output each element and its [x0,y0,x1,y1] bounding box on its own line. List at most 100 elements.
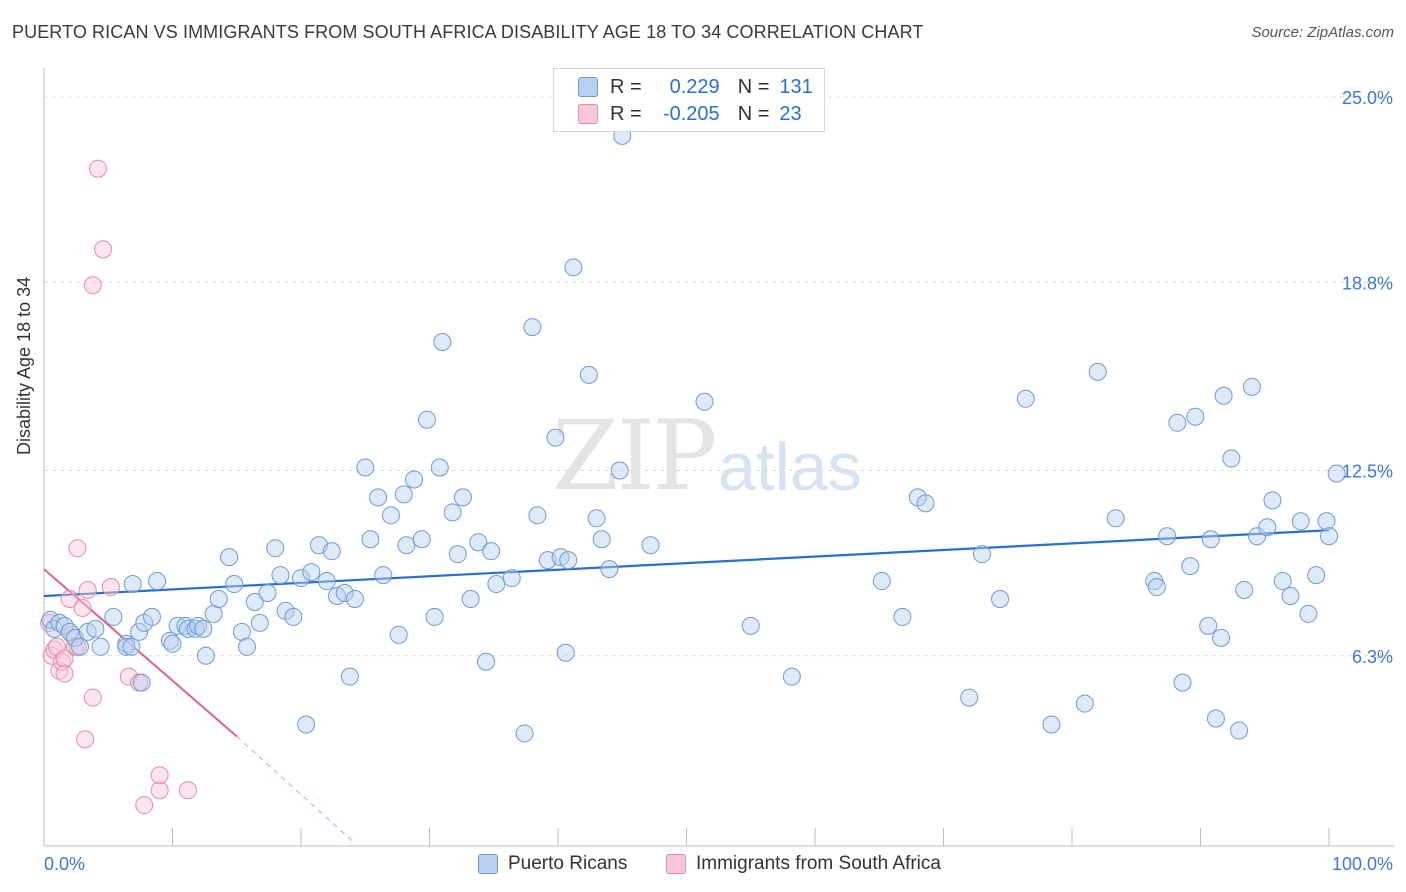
data-point-puerto-rican [86,619,105,638]
y-tick-label: 18.8% [1342,273,1393,293]
data-point-puerto-rican [1199,616,1218,635]
data-point-puerto-rican [50,613,69,632]
bottom-legend-label: Puerto Ricans [508,853,628,874]
data-point-puerto-rican [142,607,161,626]
data-point-puerto-rican [250,613,269,632]
data-point-puerto-rican [448,545,467,564]
data-point-puerto-rican [297,715,316,734]
data-point-puerto-rican [579,365,598,384]
data-point-south-africa [78,581,97,600]
data-point-puerto-rican [515,724,534,743]
data-point-south-africa [52,652,71,671]
data-point-south-africa [83,688,102,707]
legend-n-label: N = [737,75,770,98]
data-point-puerto-rican [361,530,380,549]
data-point-puerto-rican [204,604,223,623]
data-point-puerto-rican [1299,604,1318,623]
bottom-legend-swatch-blue [478,854,498,874]
data-point-puerto-rican [322,542,341,561]
y-tick-label: 6.3% [1352,647,1393,667]
data-point-puerto-rican [284,607,303,626]
data-point-puerto-rican [487,575,506,594]
data-point-puerto-rican [523,318,542,337]
data-point-puerto-rican [564,258,583,277]
data-point-puerto-rican [122,637,141,656]
data-point-puerto-rican [394,485,413,504]
data-point-south-africa [150,781,169,800]
data-point-puerto-rican [1281,586,1300,605]
data-point-puerto-rican [232,622,251,641]
correlation-legend: R = 0.229 N = 131 R = -0.205 N = 23 [553,68,825,132]
data-point-puerto-rican [271,566,290,585]
data-point-puerto-rican [186,619,205,638]
data-point-puerto-rican [973,545,992,564]
data-point-puerto-rican [168,616,187,635]
data-point-puerto-rican [335,584,354,603]
x-tick-label: 0.0% [44,854,85,874]
data-point-puerto-rican [1263,491,1282,510]
data-point-puerto-rican [70,637,89,656]
data-point-puerto-rican [1222,449,1241,468]
data-point-puerto-rican [1317,512,1336,531]
data-point-puerto-rican [1147,578,1166,597]
data-point-puerto-rican [461,589,480,608]
data-point-south-africa [150,766,169,785]
data-point-puerto-rican [1181,557,1200,576]
data-point-puerto-rican [104,607,123,626]
axes [43,68,1394,847]
legend-n-value: 131 [779,75,813,98]
data-point-puerto-rican [600,560,619,579]
data-point-puerto-rican [258,584,277,603]
data-point-puerto-rican [1258,518,1277,537]
data-point-puerto-rican [178,619,197,638]
bottom-legend-puerto-ricans: Puerto Ricans [478,851,627,877]
data-point-puerto-rican [302,563,321,582]
bottom-legend-south-africa: Immigrants from South Africa [666,851,941,877]
data-point-puerto-rican [443,503,462,522]
data-point-puerto-rican [559,551,578,570]
data-point-puerto-rican [130,622,149,641]
data-point-south-africa [55,649,74,668]
data-point-puerto-rican [1186,407,1205,426]
data-point-puerto-rican [1016,389,1035,408]
data-point-puerto-rican [148,572,167,591]
legend-swatch-blue [578,77,598,97]
data-point-south-africa [94,240,113,259]
data-point-puerto-rican [991,589,1010,608]
legend-n-label: N = [737,102,770,125]
x-tick-label: 100.0% [1332,854,1393,874]
data-point-puerto-rican [356,458,375,477]
data-point-puerto-rican [381,506,400,525]
data-point-south-africa [55,664,74,683]
data-point-puerto-rican [546,428,565,447]
data-point-puerto-rican [123,575,142,594]
data-point-puerto-rican [893,607,912,626]
bottom-legend-swatch-pink [666,854,686,874]
data-point-puerto-rican [1201,530,1220,549]
data-point-puerto-rican [132,673,151,692]
chart-title: PUERTO RICAN VS IMMIGRANTS FROM SOUTH AF… [12,22,924,42]
data-point-puerto-rican [1214,386,1233,405]
data-point-puerto-rican [1230,721,1249,740]
data-point-puerto-rican [1168,413,1187,432]
data-point-south-africa [83,276,102,295]
data-point-puerto-rican [196,646,215,665]
data-point-puerto-rican [587,509,606,528]
data-point-puerto-rican [345,589,364,608]
data-point-puerto-rican [528,506,547,525]
data-point-puerto-rican [55,616,74,635]
data-point-puerto-rican [60,622,79,641]
data-point-puerto-rican [610,461,629,480]
data-point-puerto-rican [369,488,388,507]
data-point-puerto-rican [477,652,496,671]
data-point-puerto-rican [292,569,310,588]
data-point-south-africa [40,613,59,632]
data-point-puerto-rican [176,616,195,635]
data-point-puerto-rican [266,539,285,558]
legend-row-puerto-ricans: R = 0.229 N = 131 [578,74,813,100]
data-point-puerto-rican [433,333,452,352]
legend-n-value: 23 [779,102,802,125]
data-point-south-africa [135,796,154,815]
watermark-atlas: atlas [718,429,862,505]
